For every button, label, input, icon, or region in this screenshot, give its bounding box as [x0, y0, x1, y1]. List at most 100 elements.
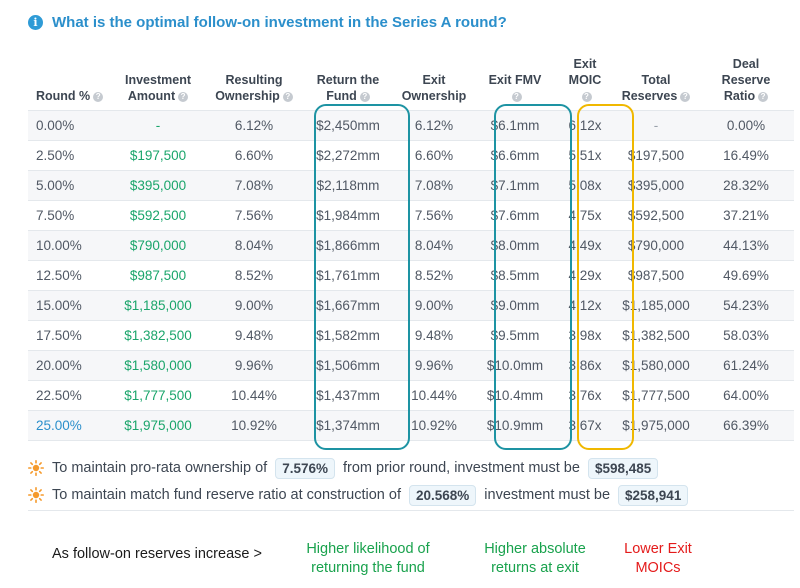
- cell-round-pct: 7.50%: [28, 199, 110, 230]
- cell-return-the-fund: $1,437mm: [302, 379, 394, 410]
- cell-investment-amount: -: [110, 109, 206, 140]
- table-row: 2.50% $197,500 6.60% $2,272mm 6.60% $6.6mm 5.5…: [28, 139, 794, 170]
- cell-exit-fmv: $10.4mm: [474, 379, 556, 410]
- cell-resulting-ownership: 8.52%: [206, 259, 302, 290]
- cell-round-pct: 5.00%: [28, 169, 110, 200]
- help-icon[interactable]: ?: [758, 91, 769, 102]
- prorata-text-before: To maintain pro-rata ownership of: [52, 460, 268, 476]
- cell-exit-fmv: $6.6mm: [474, 139, 556, 170]
- cell-exit-fmv: $9.0mm: [474, 289, 556, 320]
- cell-investment-amount: $1,382,500: [110, 319, 206, 350]
- cell-exit-fmv: $10.9mm: [474, 409, 556, 441]
- cell-deal-reserve-ratio: 49.69%: [698, 259, 794, 290]
- table-row: 0.00% -6.12% $2,450mm 6.12% $6.1mm 6.12x -0.00…: [28, 109, 794, 140]
- cell-exit-fmv: $10.0mm: [474, 349, 556, 380]
- table-row: 7.50% $592,500 7.56% $1,984mm 7.56% $7.6mm 4.7…: [28, 199, 794, 230]
- cell-exit-moic: 4.12x: [556, 289, 614, 320]
- cell-return-the-fund: $1,761mm: [302, 259, 394, 290]
- help-icon[interactable]: ?: [581, 91, 592, 102]
- info-icon[interactable]: i: [28, 14, 43, 30]
- cell-investment-amount: $987,500: [110, 259, 206, 290]
- cell-deal-reserve-ratio: 58.03%: [698, 319, 794, 350]
- cell-resulting-ownership: 7.08%: [206, 169, 302, 200]
- cell-exit-moic: 3.67x: [556, 409, 614, 441]
- header-round-pct: Round %?: [28, 48, 110, 110]
- cell-exit-fmv: $8.0mm: [474, 229, 556, 260]
- reserve-ratio-value: 20.568%: [408, 484, 477, 506]
- help-icon[interactable]: ?: [359, 91, 370, 102]
- help-icon[interactable]: ?: [178, 91, 189, 102]
- reserve-text-before: To maintain match fund reserve ratio at …: [52, 487, 401, 503]
- cell-exit-ownership: 9.96%: [394, 349, 474, 380]
- cell-round-pct: 2.50%: [28, 139, 110, 170]
- help-icon[interactable]: ?: [511, 91, 522, 102]
- cell-investment-amount: $790,000: [110, 229, 206, 260]
- cell-return-the-fund: $1,984mm: [302, 199, 394, 230]
- prorata-investment-amount: $598,485: [587, 457, 659, 479]
- cell-exit-moic: 5.08x: [556, 169, 614, 200]
- cell-investment-amount: $1,580,000: [110, 349, 206, 380]
- cell-exit-ownership: 6.60%: [394, 139, 474, 170]
- cell-resulting-ownership: 9.48%: [206, 319, 302, 350]
- caption-absolute-returns: Higher absolute returns at exit: [484, 541, 586, 576]
- question-heading: i What is the optimal follow-on investme…: [28, 11, 507, 33]
- cell-exit-moic: 3.76x: [556, 379, 614, 410]
- cell-deal-reserve-ratio: 0.00%: [698, 109, 794, 140]
- cell-exit-fmv: $8.5mm: [474, 259, 556, 290]
- table-row: 12.50% $987,500 8.52% $1,761mm 8.52% $8.5mm 4.…: [28, 259, 794, 290]
- reserve-investment-amount: $258,941: [618, 484, 689, 506]
- cell-return-the-fund: $1,506mm: [302, 349, 394, 380]
- cell-exit-ownership: 10.44%: [394, 379, 474, 410]
- table-row: 15.00% $1,185,000 9.00% $1,667mm 9.00% $9.0mm…: [28, 289, 794, 320]
- help-icon[interactable]: ?: [282, 91, 293, 102]
- cell-total-reserves: $1,382,500: [614, 319, 698, 350]
- cell-resulting-ownership: 7.56%: [206, 199, 302, 230]
- cell-deal-reserve-ratio: 37.21%: [698, 199, 794, 230]
- header-resulting-ownership: Resulting Ownership?: [206, 48, 302, 110]
- table-row: 10.00% $790,000 8.04% $1,866mm 8.04% $8.0mm 4.…: [28, 229, 794, 260]
- cell-total-reserves: $1,185,000: [614, 289, 698, 320]
- cell-resulting-ownership: 10.92%: [206, 409, 302, 441]
- sun-icon: [28, 487, 44, 503]
- cell-investment-amount: $1,777,500: [110, 379, 206, 410]
- cell-deal-reserve-ratio: 16.49%: [698, 139, 794, 170]
- cell-resulting-ownership: 10.44%: [206, 379, 302, 410]
- cell-total-reserves: $1,580,000: [614, 349, 698, 380]
- cell-round-pct: 0.00%: [28, 109, 110, 140]
- cell-round-pct: 25.00%: [28, 409, 110, 441]
- cell-exit-moic: 3.98x: [556, 319, 614, 350]
- cell-exit-moic: 6.12x: [556, 109, 614, 140]
- cell-exit-ownership: 8.52%: [394, 259, 474, 290]
- cell-resulting-ownership: 9.00%: [206, 289, 302, 320]
- cell-exit-fmv: $6.1mm: [474, 109, 556, 140]
- cell-investment-amount: $592,500: [110, 199, 206, 230]
- table-row: 5.00% $395,000 7.08% $2,118mm 7.08% $7.1mm 5.0…: [28, 169, 794, 200]
- cell-return-the-fund: $1,582mm: [302, 319, 394, 350]
- header-return-the-fund: Return the Fund?: [316, 72, 380, 103]
- cell-exit-ownership: 7.56%: [394, 199, 474, 230]
- header-total-reserves: Total Reserves?: [614, 48, 698, 110]
- help-icon[interactable]: ?: [93, 91, 104, 102]
- cell-total-reserves: $197,500: [614, 139, 698, 170]
- sun-icon: [28, 460, 44, 476]
- cell-return-the-fund: $2,450mm: [302, 109, 394, 140]
- reserve-text-middle: investment must be: [484, 487, 611, 503]
- cell-exit-moic: 4.29x: [556, 259, 614, 290]
- cell-exit-fmv: $7.1mm: [474, 169, 556, 200]
- header-exit-fmv: Exit FMV?: [488, 72, 542, 102]
- reserve-ratio-note: To maintain match fund reserve ratio at …: [28, 482, 696, 508]
- cell-return-the-fund: $2,272mm: [302, 139, 394, 170]
- cell-round-pct: 17.50%: [28, 319, 110, 350]
- prorata-note: To maintain pro-rata ownership of 7.576%…: [28, 455, 666, 481]
- cell-investment-amount: $1,185,000: [110, 289, 206, 320]
- cell-round-pct: 22.50%: [28, 379, 110, 410]
- cell-total-reserves: $987,500: [614, 259, 698, 290]
- table-row: 20.00% $1,580,000 9.96% $1,506mm 9.96% $10.0m…: [28, 349, 794, 380]
- help-icon[interactable]: ?: [680, 91, 691, 102]
- cell-deal-reserve-ratio: 61.24%: [698, 349, 794, 380]
- cell-total-reserves: $395,000: [614, 169, 698, 200]
- cell-exit-moic: 3.86x: [556, 349, 614, 380]
- cell-exit-moic: 5.51x: [556, 139, 614, 170]
- cell-investment-amount: $197,500: [110, 139, 206, 170]
- cell-round-pct: 20.00%: [28, 349, 110, 380]
